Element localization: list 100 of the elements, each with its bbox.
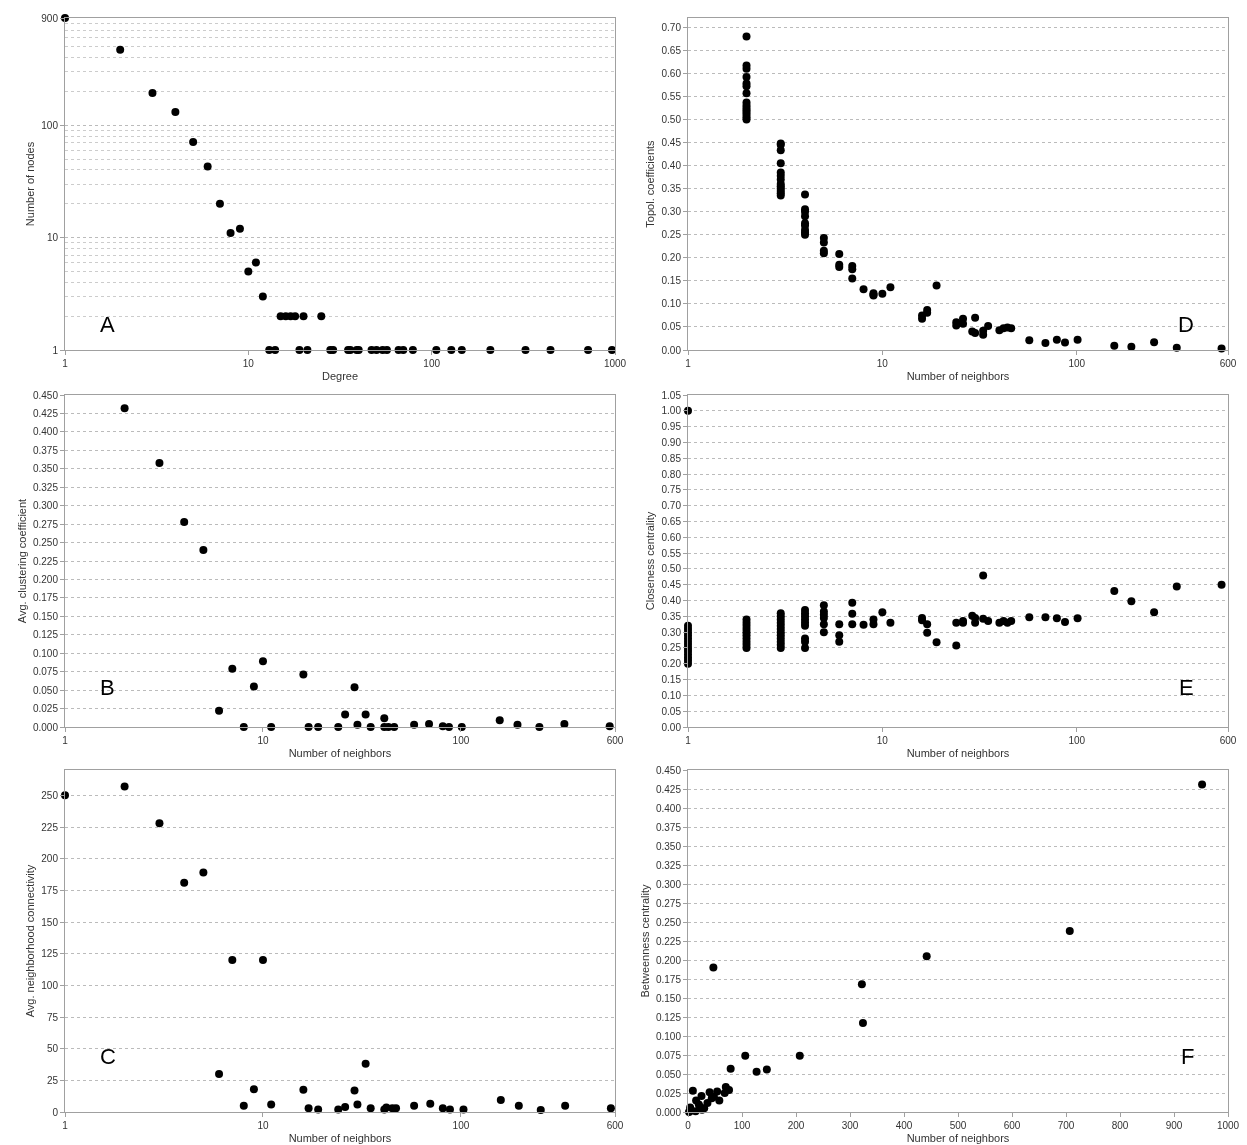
y-tick-label: 0.375 [655,821,682,833]
y-axis-title: Betweenness centrality [638,883,651,998]
x-tick-label: 100 [452,735,470,746]
x-tick-label: 1 [62,1120,69,1131]
y-tick-label: 0.000 [32,721,59,733]
y-tick-label: 100 [41,979,59,991]
x-tick-label: 800 [1111,1120,1129,1131]
x-axis-title: Degree [321,370,359,383]
y-tick-label: 75 [46,1011,59,1023]
x-tick-label: 10 [876,735,889,746]
x-tick-label: 1000 [603,358,627,369]
y-tick-label: 0.125 [32,629,59,641]
y-tick-label: 0.400 [32,426,59,438]
y-tick-label: 0.70 [661,500,682,512]
y-tick-label: 0.025 [655,1087,682,1099]
y-tick-label: 0.425 [32,407,59,419]
y-tick-label: 0.100 [655,1030,682,1042]
y-axis-title: Number of nodes [23,141,36,227]
y-tick-label: 0.45 [661,579,682,591]
y-tick-label: 0.200 [655,954,682,966]
x-tick-label: 10 [257,735,269,746]
y-tick-label: 0.150 [655,992,682,1004]
x-tick-label: 100 [1068,358,1086,369]
y-tick-label: 0.300 [655,878,682,890]
point [709,963,718,972]
y-tick-label: 0.000 [655,1106,682,1118]
y-tick-label: 25 [46,1074,59,1086]
y-tick-label: 0.60 [661,531,682,543]
y-tick-label: 0.00 [661,721,682,733]
point [692,1096,701,1105]
x-axis-title: Number of neighbors [288,747,392,760]
point [922,952,931,961]
x-tick-label: 600 [606,1120,624,1131]
x-tick-label: 1 [62,358,69,369]
y-tick-label: 0.25 [661,229,682,241]
y-tick-label: 0.225 [655,935,682,947]
x-tick-label: 1 [62,735,69,746]
x-tick-label: 0 [685,1120,692,1131]
y-tick-label: 0 [52,1106,59,1118]
y-tick-label: 0.050 [32,684,59,696]
y-tick-label: 0.350 [32,463,59,475]
annotation: B [100,675,115,700]
x-axis-title: Number of neighbors [906,1132,1010,1145]
y-tick-label: 1 [52,344,59,356]
y-tick-label: 0.90 [661,436,682,448]
y-tick-label: 175 [41,884,59,896]
x-tick-label: 100 [733,1120,751,1131]
x-tick-label: 300 [841,1120,859,1131]
annotation: C [100,1044,116,1069]
y-tick-label: 0.85 [661,452,682,464]
y-tick-label: 0.025 [32,703,59,715]
y-tick-label: 0.55 [661,547,682,559]
x-tick-label: 400 [895,1120,913,1131]
y-tick-label: 0.200 [32,573,59,585]
y-tick-label: 0.300 [32,500,59,512]
y-tick-label: 0.30 [661,206,682,218]
x-axis-title: Number of neighbors [906,747,1010,760]
y-tick-label: 0.250 [655,916,682,928]
x-tick-label: 700 [1057,1120,1075,1131]
y-tick-label: 0.15 [661,674,682,686]
x-tick-label: 100 [452,1120,470,1131]
y-tick-label: 0.50 [661,563,682,575]
y-tick-label: 0.40 [661,160,682,172]
y-tick-label: 50 [46,1043,59,1055]
x-tick-label: 200 [787,1120,805,1131]
y-tick-label: 0.350 [655,840,682,852]
y-tick-label: 0.075 [32,666,59,678]
y-tick-label: 10 [46,232,59,244]
y-axis-title: Closeness centrality [644,511,657,611]
y-tick-label: 0.15 [661,275,682,287]
y-tick-label: 0.55 [661,90,682,102]
y-tick-label: 0.05 [661,321,682,333]
y-tick-label: 0.150 [32,610,59,622]
point [752,1067,761,1076]
y-tick-label: 0.250 [32,537,59,549]
y-tick-label: 0.175 [655,973,682,985]
y-tick-label: 0.35 [661,183,682,195]
y-tick-label: 1.05 [661,389,682,401]
y-tick-label: 0.10 [661,298,682,310]
annotation: D [1178,312,1194,337]
y-tick-label: 0.45 [661,137,682,148]
x-tick-label: 900 [1165,1120,1183,1131]
y-tick-label: 0.10 [661,689,682,701]
y-tick-label: 0.325 [655,859,682,871]
x-axis-title: Number of neighbors [906,370,1010,383]
point [858,1019,867,1028]
y-axis-title: Avg. clustering coefficient [15,498,28,624]
x-tick-label: 100 [1068,735,1086,746]
y-tick-label: 225 [41,821,59,833]
annotation: A [100,312,115,337]
x-tick-label: 10 [257,1120,269,1131]
point [741,1051,750,1060]
y-tick-label: 0.00 [661,344,682,356]
point [762,1065,771,1074]
point [795,1051,804,1060]
annotation: F [1181,1044,1195,1069]
point [1065,927,1074,936]
y-tick-label: 0.35 [661,610,682,622]
x-tick-label: 1 [685,735,692,746]
y-tick-label: 0.225 [32,555,59,567]
